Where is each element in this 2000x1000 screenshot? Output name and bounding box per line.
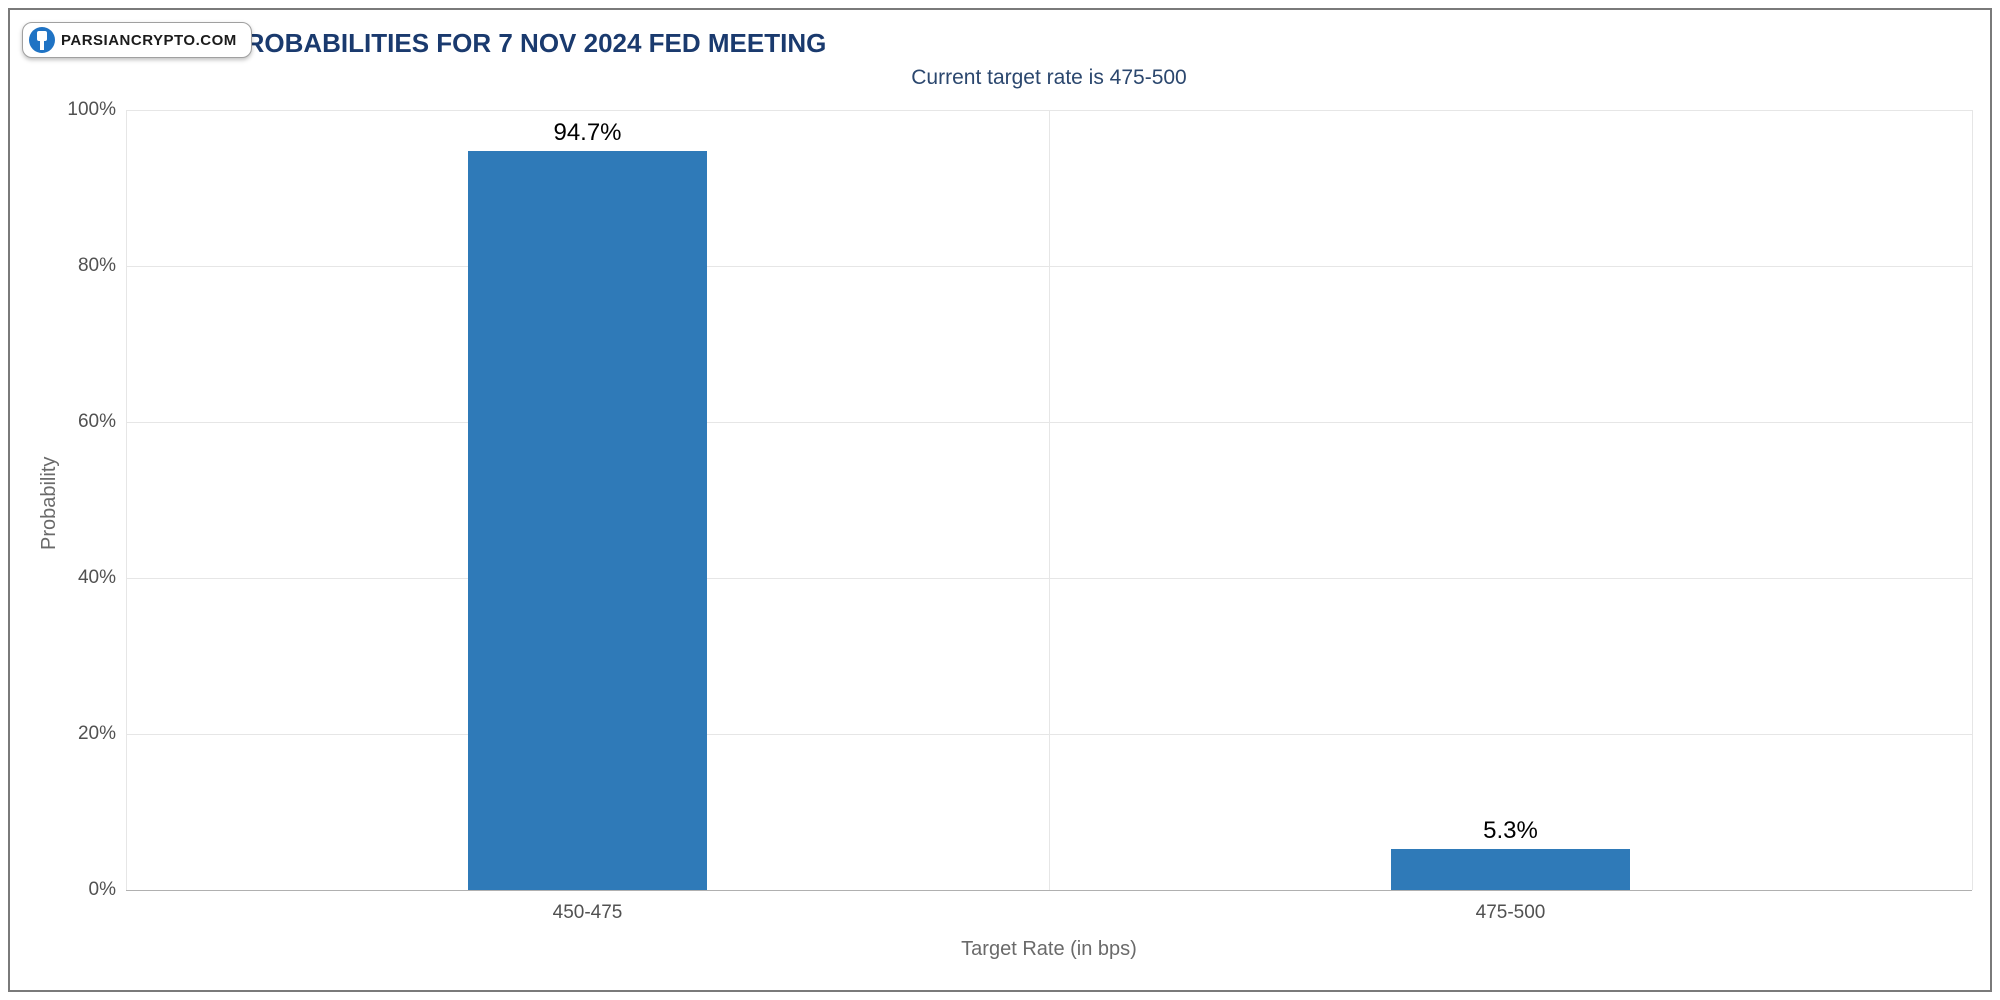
- y-tick-label: 100%: [56, 99, 116, 121]
- vertical-gridline: [1972, 110, 1973, 890]
- x-axis-line: [126, 890, 1972, 891]
- y-tick-label: 60%: [56, 411, 116, 433]
- x-tick-label: 450-475: [553, 902, 623, 924]
- bar: [468, 151, 708, 890]
- bar-value-label: 5.3%: [1483, 817, 1538, 845]
- x-tick-label: 475-500: [1476, 902, 1546, 924]
- watermark-text: PARSIANCRYPTO.COM: [61, 32, 237, 49]
- y-tick-label: 80%: [56, 255, 116, 277]
- y-tick-label: 0%: [56, 879, 116, 901]
- logo-icon: [29, 27, 55, 53]
- x-axis-title: Target Rate (in bps): [961, 938, 1137, 961]
- chart-subtitle: Current target rate is 475-500: [911, 66, 1186, 90]
- y-tick-label: 20%: [56, 723, 116, 745]
- watermark-badge: PARSIANCRYPTO.COM: [22, 22, 252, 58]
- vertical-gridline: [1049, 110, 1050, 890]
- bar-value-label: 94.7%: [553, 119, 621, 147]
- y-axis-title: Probability: [38, 457, 61, 550]
- chart-frame: PARSIANCRYPTO.COM TARGET RATE PROBABILIT…: [8, 8, 1992, 992]
- vertical-gridline: [126, 110, 127, 890]
- bar: [1391, 849, 1631, 890]
- y-tick-label: 40%: [56, 567, 116, 589]
